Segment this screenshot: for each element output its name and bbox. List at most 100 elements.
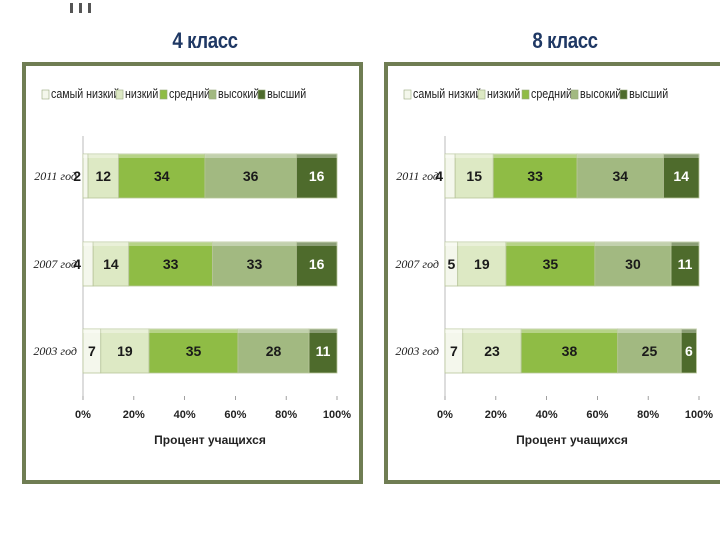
legend-swatch: [257, 89, 266, 100]
bar-highlight: [296, 242, 337, 246]
chart-panel-4-grade: самый низкий низкий средний высокий высший 0%…: [22, 62, 363, 484]
bar-segment: [204, 153, 297, 199]
legend-swatch: [477, 89, 486, 100]
cropped-text-fragment: [70, 0, 350, 14]
x-tick-label: 60%: [224, 409, 246, 421]
bar-segment: [670, 241, 700, 287]
legend-swatch: [115, 89, 124, 100]
x-tick-label: 100%: [685, 409, 713, 421]
data-label: 6: [685, 343, 693, 359]
x-tick-label: 100%: [323, 409, 351, 421]
bar-highlight: [83, 242, 94, 246]
chart-title-8-grade: 8 класс: [532, 28, 598, 53]
bar-highlight: [663, 154, 699, 158]
bar-highlight: [505, 242, 595, 246]
bar-highlight: [671, 242, 699, 246]
legend-label: средний: [531, 86, 572, 101]
bar-segment: [82, 241, 94, 287]
y-tick-label: 2011 год: [34, 169, 77, 183]
bar-highlight: [204, 154, 297, 158]
bar-segment: [680, 328, 697, 374]
bar-highlight: [457, 242, 506, 246]
bar-segment: [148, 328, 239, 374]
bar-segment: [118, 153, 206, 199]
data-label: 38: [562, 343, 578, 359]
bar-highlight: [149, 329, 238, 333]
bar-highlight: [455, 154, 494, 158]
y-tick-label: 2007 год: [395, 257, 439, 271]
y-tick-label: 2007 год: [33, 257, 77, 271]
x-tick-label: 80%: [275, 409, 297, 421]
data-label: 35: [186, 343, 202, 359]
x-tick-label: 20%: [485, 409, 507, 421]
legend-swatch: [208, 89, 217, 100]
data-label: 11: [678, 256, 693, 272]
bar-segment: [594, 241, 672, 287]
data-label: 34: [612, 168, 628, 184]
bar-segment: [505, 241, 596, 287]
data-label: 12: [96, 168, 112, 184]
legend-label: низкий: [487, 86, 520, 101]
legend-label: средний: [169, 86, 210, 101]
data-label: 33: [527, 168, 543, 184]
bar-highlight: [617, 329, 682, 333]
bar-highlight: [445, 329, 463, 333]
data-label: 16: [309, 168, 325, 184]
bar-highlight: [212, 242, 297, 246]
x-tick-label: 20%: [123, 409, 145, 421]
legend-swatch: [403, 89, 412, 100]
x-axis-label: Процент учащихся: [154, 433, 266, 447]
bar-segment: [87, 153, 119, 199]
x-tick-label: 80%: [637, 409, 659, 421]
legend-label: самый низкий: [413, 86, 481, 101]
legend-label: высокий: [218, 86, 259, 101]
bar-segment: [576, 153, 664, 199]
bar-segment: [295, 153, 338, 199]
x-axis-label: Процент учащихся: [516, 433, 628, 447]
data-label: 11: [316, 343, 331, 359]
legend-swatch: [570, 89, 579, 100]
data-label: 19: [474, 256, 490, 272]
x-tick-label: 0%: [75, 409, 91, 421]
data-label: 33: [247, 256, 263, 272]
bar-highlight: [521, 329, 618, 333]
bar-segment: [128, 241, 213, 287]
bar-highlight: [118, 154, 205, 158]
bar-highlight: [309, 329, 337, 333]
bar-highlight: [128, 242, 213, 246]
bar-segment: [100, 328, 150, 374]
data-label: 33: [163, 256, 179, 272]
bar-segment: [308, 328, 338, 374]
legend-label: самый низкий: [51, 86, 119, 101]
x-tick-label: 40%: [536, 409, 558, 421]
bar-highlight: [237, 329, 310, 333]
data-label: 28: [266, 343, 282, 359]
legend: самый низкий низкий средний высокий высший: [403, 86, 668, 101]
data-label: 16: [309, 256, 325, 272]
bar-highlight: [462, 329, 522, 333]
legend-swatch: [619, 89, 628, 100]
data-label: 15: [466, 168, 482, 184]
legend-label: высший: [629, 86, 668, 101]
chart-title-4-grade: 4 класс: [172, 28, 238, 53]
data-label: 14: [103, 256, 119, 272]
legend-swatch: [41, 89, 50, 100]
bar-segment: [457, 241, 507, 287]
x-tick-label: 40%: [174, 409, 196, 421]
bar-highlight: [445, 154, 456, 158]
bar-segment: [92, 241, 130, 287]
bar-segment: [520, 328, 619, 374]
bar-highlight: [100, 329, 150, 333]
data-label: 34: [154, 168, 170, 184]
bar-highlight: [577, 154, 664, 158]
bar-segment: [237, 328, 310, 374]
legend-label: высокий: [580, 86, 621, 101]
y-tick-label: 2003 год: [33, 344, 77, 358]
data-label: 23: [484, 343, 500, 359]
data-label: 30: [625, 256, 641, 272]
bar-highlight: [83, 154, 89, 158]
y-tick-label: 2003 год: [395, 344, 439, 358]
bar-highlight: [594, 242, 672, 246]
legend-swatch: [521, 89, 530, 100]
data-label: 36: [243, 168, 259, 184]
